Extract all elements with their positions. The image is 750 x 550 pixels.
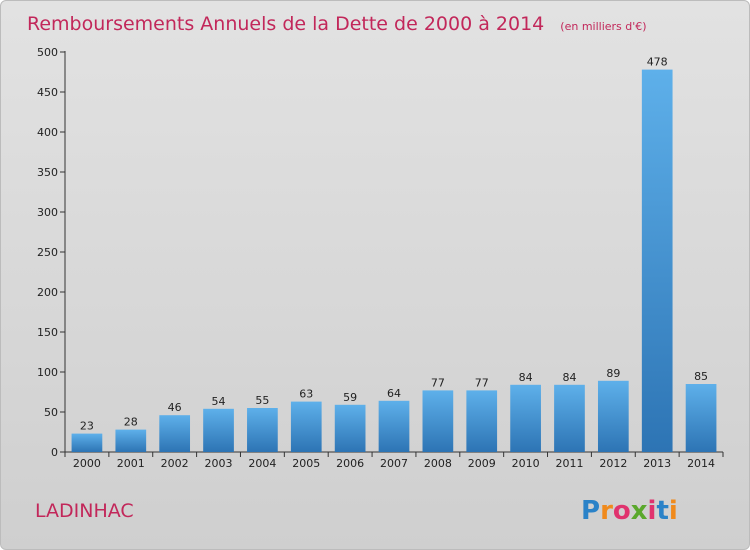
y-tick-label: 500 bbox=[37, 46, 58, 59]
data-label: 84 bbox=[519, 371, 533, 384]
y-tick-label: 250 bbox=[37, 246, 58, 259]
bar bbox=[71, 433, 103, 452]
data-label: 77 bbox=[431, 376, 445, 389]
bar bbox=[466, 390, 498, 452]
logo-letter: i bbox=[648, 496, 657, 526]
bar bbox=[203, 408, 234, 452]
y-tick-label: 0 bbox=[51, 446, 58, 459]
bars bbox=[71, 69, 717, 452]
logo-letter: o bbox=[613, 496, 631, 526]
chart-unit: (en milliers d'€) bbox=[560, 20, 646, 33]
x-tick-label: 2002 bbox=[161, 457, 189, 470]
chart-title: Remboursements Annuels de la Dette de 20… bbox=[27, 13, 647, 35]
logo-letter: x bbox=[631, 496, 648, 526]
data-label: 23 bbox=[80, 420, 94, 433]
data-label: 28 bbox=[124, 416, 138, 429]
bar bbox=[597, 380, 629, 452]
x-tick-label: 2011 bbox=[555, 457, 583, 470]
x-axis: 2000 2001 2002 2003 2004 2005 2006 2007 2008 2009… bbox=[64, 451, 724, 470]
y-axis: 0 50 100 150 200 250 300 350 400 450 500 bbox=[37, 46, 66, 459]
bar bbox=[510, 384, 541, 452]
data-label: 89 bbox=[606, 367, 620, 380]
logo-letter: i bbox=[669, 496, 678, 526]
x-tick-label: 2010 bbox=[512, 457, 540, 470]
data-label: 59 bbox=[343, 391, 357, 404]
bar bbox=[641, 69, 673, 452]
chart-title-main: Remboursements Annuels de la Dette de 20… bbox=[27, 13, 544, 35]
bar bbox=[290, 401, 322, 452]
bar bbox=[422, 390, 454, 452]
y-tick-label: 100 bbox=[37, 366, 58, 379]
x-tick-label: 2014 bbox=[687, 457, 715, 470]
y-tick-label: 450 bbox=[37, 86, 58, 99]
data-label: 46 bbox=[168, 401, 182, 414]
y-tick-label: 400 bbox=[37, 126, 58, 139]
x-tick-label: 2007 bbox=[380, 457, 408, 470]
data-label: 55 bbox=[255, 394, 269, 407]
logo-letter: P bbox=[581, 496, 600, 526]
bar bbox=[247, 408, 278, 452]
x-tick-label: 2006 bbox=[336, 457, 364, 470]
data-label: 64 bbox=[387, 387, 401, 400]
x-tick-label: 2009 bbox=[468, 457, 496, 470]
data-label: 84 bbox=[562, 371, 576, 384]
data-label: 77 bbox=[475, 376, 489, 389]
bar bbox=[334, 404, 366, 452]
proxiti-logo: Proxiti bbox=[581, 496, 678, 526]
x-tick-label: 2012 bbox=[599, 457, 627, 470]
x-tick-label: 2001 bbox=[117, 457, 145, 470]
bar bbox=[115, 429, 147, 452]
x-tick-label: 2005 bbox=[292, 457, 320, 470]
bar bbox=[378, 400, 410, 452]
x-tick-label: 2013 bbox=[643, 457, 671, 470]
logo-letter: r bbox=[600, 496, 613, 526]
bar bbox=[554, 384, 585, 452]
bar bbox=[159, 415, 191, 452]
x-tick-label: 2000 bbox=[73, 457, 101, 470]
x-tick-label: 2004 bbox=[248, 457, 276, 470]
commune-name: LADINHAC bbox=[35, 500, 134, 522]
logo-letter: t bbox=[656, 496, 668, 526]
y-tick-label: 200 bbox=[37, 286, 58, 299]
x-tick-label: 2008 bbox=[424, 457, 452, 470]
y-tick-label: 50 bbox=[44, 406, 58, 419]
data-label: 54 bbox=[212, 395, 226, 408]
data-label: 63 bbox=[299, 388, 313, 401]
bar bbox=[685, 384, 717, 452]
data-label: 85 bbox=[694, 370, 708, 383]
y-tick-label: 150 bbox=[37, 326, 58, 339]
y-tick-label: 300 bbox=[37, 206, 58, 219]
data-labels: 23 28 46 54 55 63 59 64 77 77 84 84 89 478 85 bbox=[80, 56, 708, 433]
y-tick-label: 350 bbox=[37, 166, 58, 179]
x-tick-label: 2003 bbox=[205, 457, 233, 470]
data-label: 478 bbox=[647, 56, 668, 69]
